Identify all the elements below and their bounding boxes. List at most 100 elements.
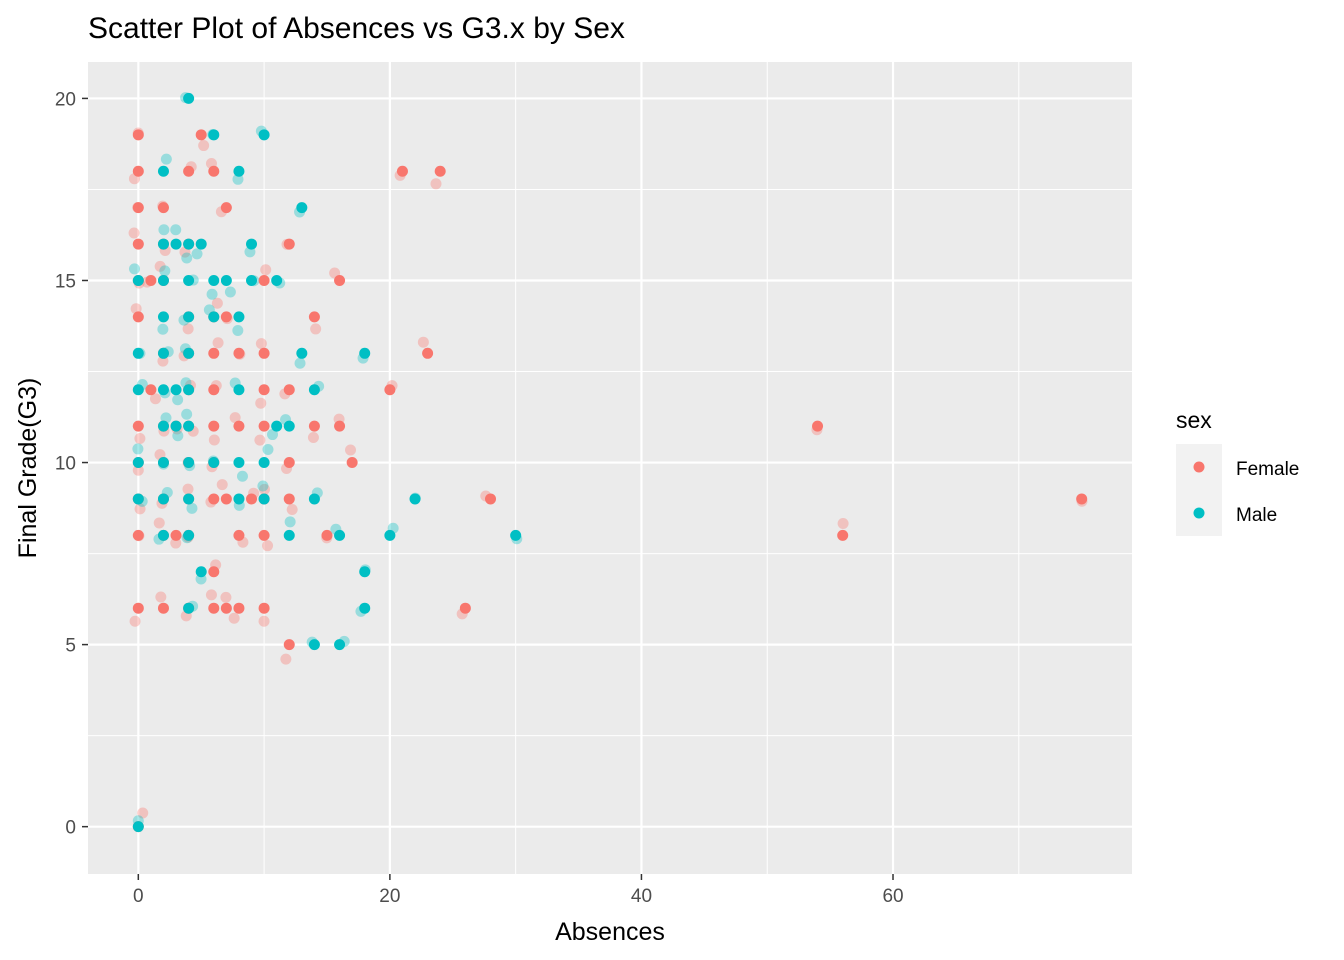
- data-point-male: [233, 165, 245, 177]
- data-point-female: [321, 529, 333, 541]
- data-point-male-jitter: [157, 323, 169, 335]
- data-point-female-jitter: [228, 612, 240, 624]
- data-point-female-jitter: [837, 518, 849, 530]
- data-point-female-jitter: [216, 479, 228, 491]
- data-point-female: [258, 347, 270, 359]
- data-point-female-jitter: [255, 338, 267, 350]
- data-point-female-jitter: [417, 336, 429, 348]
- data-point-male: [170, 238, 182, 250]
- data-point-female: [334, 274, 346, 286]
- data-point-male: [233, 457, 245, 469]
- data-point-male: [183, 384, 195, 396]
- data-point-female: [434, 165, 446, 177]
- data-point-male-jitter: [236, 470, 248, 482]
- data-point-male: [157, 238, 169, 250]
- data-point-male: [334, 639, 346, 651]
- data-point-female-jitter: [149, 393, 161, 405]
- data-point-male: [183, 457, 195, 469]
- x-axis-title: Absences: [555, 918, 665, 946]
- data-point-male: [208, 457, 220, 469]
- data-point-female: [283, 384, 295, 396]
- data-point-male: [359, 347, 371, 359]
- data-point-female-jitter: [182, 323, 194, 335]
- data-point-male: [157, 311, 169, 323]
- data-point-female: [283, 493, 295, 505]
- data-point-male-jitter: [232, 173, 244, 185]
- data-point-female: [195, 129, 207, 141]
- data-point-female: [132, 602, 144, 614]
- data-point-male: [132, 384, 144, 396]
- data-point-male: [157, 493, 169, 505]
- data-point-female: [170, 529, 182, 541]
- chart-title: Scatter Plot of Absences vs G3.x by Sex: [88, 12, 625, 45]
- data-point-female: [208, 493, 220, 505]
- data-point-female-jitter: [280, 653, 292, 665]
- data-point-male-jitter: [132, 443, 144, 455]
- data-point-female: [208, 347, 220, 359]
- data-point-male: [208, 274, 220, 286]
- data-point-female: [1076, 493, 1088, 505]
- minor-gridlines: [88, 62, 1132, 874]
- data-point-male: [283, 420, 295, 432]
- data-point-male: [384, 529, 396, 541]
- data-point-female: [183, 165, 195, 177]
- x-tick-label: 60: [882, 886, 903, 907]
- data-point-male: [308, 384, 320, 396]
- data-point-male-jitter: [181, 252, 193, 264]
- data-point-female-jitter: [307, 432, 319, 444]
- data-point-female-jitter: [229, 412, 241, 424]
- data-point-female: [346, 457, 358, 469]
- data-point-male-jitter: [262, 443, 274, 455]
- data-point-female: [283, 639, 295, 651]
- y-axis-title: Final Grade(G3): [14, 378, 42, 559]
- data-point-male: [132, 493, 144, 505]
- data-point-male: [183, 493, 195, 505]
- legend-label-male: Male: [1236, 505, 1277, 526]
- data-point-male: [157, 274, 169, 286]
- data-point-male-jitter: [160, 153, 172, 165]
- data-point-male: [183, 602, 195, 614]
- data-point-male: [308, 493, 320, 505]
- data-point-male: [208, 311, 220, 323]
- data-point-male: [157, 457, 169, 469]
- data-point-female-jitter: [430, 178, 442, 190]
- data-point-male-jitter: [172, 394, 184, 406]
- data-point-female: [220, 602, 232, 614]
- data-point-male: [170, 384, 182, 396]
- data-point-male: [183, 529, 195, 541]
- legend-key-female: [1193, 461, 1205, 473]
- data-point-female: [220, 493, 232, 505]
- data-point-male: [132, 821, 144, 833]
- data-point-female-jitter: [134, 503, 146, 515]
- data-point-female: [132, 129, 144, 141]
- y-tick-label: 10: [55, 454, 76, 475]
- data-point-male: [308, 639, 320, 651]
- data-point-male: [283, 529, 295, 541]
- data-point-male: [195, 566, 207, 578]
- legend: sex Female Male: [1176, 407, 1299, 536]
- data-point-male: [258, 493, 270, 505]
- data-point-male: [409, 493, 421, 505]
- data-point-male: [258, 457, 270, 469]
- data-point-female-jitter: [129, 615, 141, 627]
- data-point-male-jitter: [257, 480, 269, 492]
- data-point-female: [308, 420, 320, 432]
- data-point-female-jitter: [286, 504, 298, 516]
- data-point-male: [183, 311, 195, 323]
- data-point-female-jitter: [198, 140, 210, 152]
- data-point-male-jitter: [224, 286, 236, 298]
- data-point-female-jitter: [258, 483, 270, 495]
- data-point-male-jitter: [294, 357, 306, 369]
- data-point-male: [170, 420, 182, 432]
- data-point-male: [132, 457, 144, 469]
- data-point-male: [183, 92, 195, 104]
- y-tick-label: 0: [65, 818, 76, 839]
- x-tick-label: 40: [631, 886, 652, 907]
- data-point-female: [145, 274, 157, 286]
- plot-panel: [88, 62, 1132, 874]
- legend-label-female: Female: [1236, 459, 1299, 480]
- data-point-female: [132, 529, 144, 541]
- data-point-male: [296, 347, 308, 359]
- data-point-female: [132, 238, 144, 250]
